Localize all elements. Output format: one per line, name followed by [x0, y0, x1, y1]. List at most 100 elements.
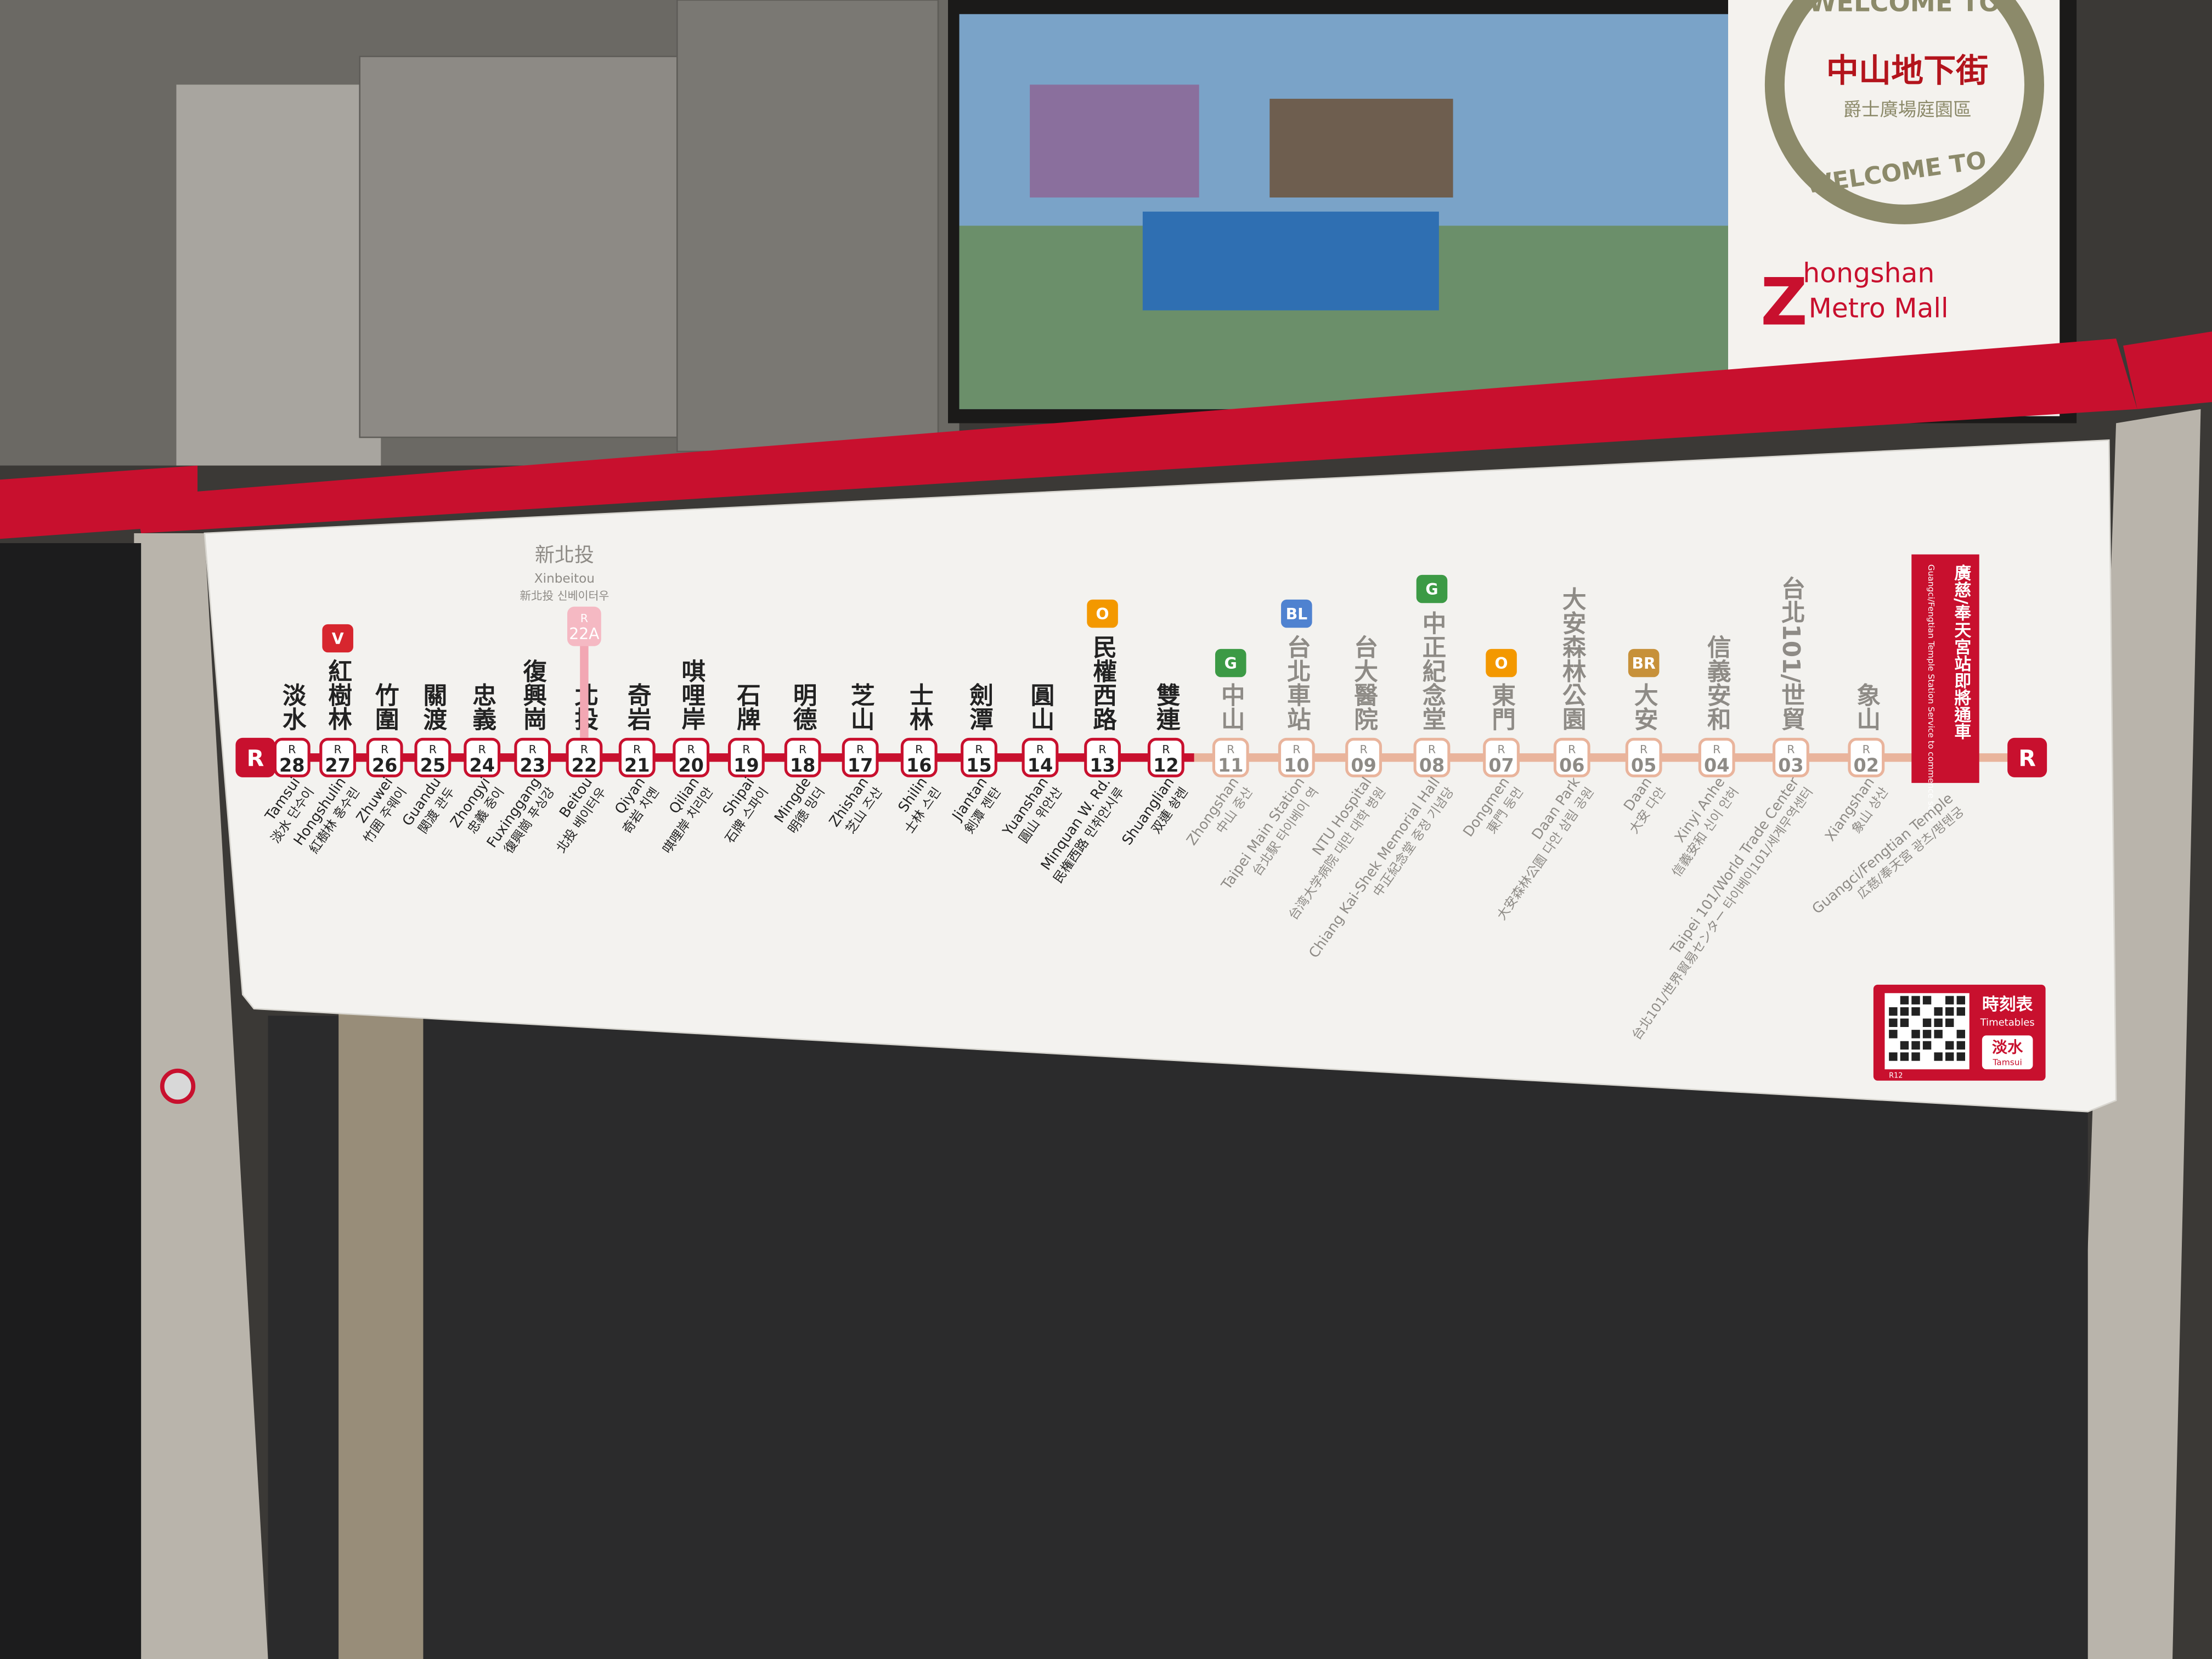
ad-brand-line1: hongshan [1803, 257, 1934, 289]
station-code-number: 05 [1631, 755, 1657, 776]
station-code-number: 17 [848, 755, 873, 776]
station-code-badge [784, 737, 821, 777]
door-frame [134, 533, 268, 1659]
branch-code-letter: R [580, 612, 588, 625]
station-code-number: 19 [733, 755, 759, 776]
transfer-label: G [1224, 654, 1237, 673]
station-code-number: 09 [1351, 755, 1376, 776]
station-code-number: 13 [1090, 755, 1115, 776]
branch-code-badge [567, 606, 601, 646]
door-button [160, 1068, 196, 1104]
station-name: 士林 [905, 683, 934, 731]
station-code-badge [1345, 737, 1383, 777]
station-code-number: 11 [1218, 755, 1244, 776]
qr-module [1922, 1030, 1932, 1039]
qr-module [1934, 1052, 1943, 1061]
station-name: 復興崗 [518, 659, 547, 731]
door-glass [268, 1015, 2088, 1659]
line-end-letter: R [2018, 745, 2036, 771]
transfer-badge [1215, 648, 1246, 678]
station-code-letter: R [1787, 743, 1795, 756]
ad-subtitle: 爵士廣場庭園區 [1843, 99, 1972, 120]
station-code-badge [1848, 737, 1885, 777]
station-name: 台北車站 [1283, 635, 1311, 731]
station-name: 台北101/世貿 [1777, 576, 1805, 731]
station-code-badge [842, 737, 879, 777]
transfer-label: O [1495, 654, 1508, 673]
qr-module [1934, 1007, 1943, 1016]
station-code-letter: R [1640, 743, 1647, 756]
ad-image-mural [1142, 211, 1439, 311]
station-code-number: 27 [325, 755, 351, 776]
station-name: 台大醫院 [1350, 635, 1378, 731]
station-code-letter: R [1036, 743, 1044, 756]
qr-module [1945, 996, 1954, 1005]
station-code-badge [618, 737, 656, 777]
station-name: 竹圍 [371, 683, 399, 731]
station-code-letter: R [429, 743, 437, 756]
station-name: 劍潭 [965, 683, 994, 731]
qr-module [1956, 1052, 1965, 1061]
station-name: 民權西路 [1088, 635, 1117, 731]
station-name: 關渡 [419, 683, 447, 731]
station-code-letter: R [633, 743, 641, 756]
station-name: 唭哩岸 [677, 659, 706, 731]
line-end-marker [2007, 737, 2047, 777]
station-code-badge [566, 737, 603, 777]
station-code-letter: R [1098, 743, 1106, 756]
qr-module [1900, 1052, 1909, 1061]
qr-module [1956, 1007, 1965, 1016]
station-name: 象山 [1852, 683, 1881, 731]
station-code-letter: R [381, 743, 388, 756]
timetable-destination-box [1982, 1035, 2033, 1070]
station-code-number: 15 [966, 755, 992, 776]
station-code-badge [319, 737, 357, 777]
station-name: 中正紀念堂 [1418, 611, 1447, 731]
station-name: 石牌 [732, 683, 761, 731]
station-code-number: 18 [790, 755, 815, 776]
station-code-number: 02 [1854, 755, 1880, 776]
upcoming-notice: 廣慈/奉天宮站即將通車 [1951, 565, 1971, 740]
upcoming-notice-box [1911, 554, 1979, 783]
station-code-badge [1698, 737, 1735, 777]
station-code-badge [1084, 737, 1121, 777]
qr-module [1889, 1052, 1898, 1061]
station-code-letter: R [1359, 743, 1367, 756]
station-code-letter: R [1293, 743, 1300, 756]
qr-module [1900, 996, 1909, 1005]
transfer-label: V [332, 630, 344, 648]
station-code-badge [961, 737, 997, 777]
station-code-letter: R [687, 743, 695, 756]
line-end-letter: R [247, 745, 264, 771]
transfer-badge [1416, 574, 1448, 603]
station-code-number: 24 [469, 755, 495, 776]
station-code-number: 21 [624, 755, 650, 776]
station-code-badge [673, 737, 710, 777]
station-code-letter: R [288, 743, 296, 756]
station-code-number: 26 [372, 755, 398, 776]
station-code-number: 10 [1284, 755, 1310, 776]
qr-module [1934, 1018, 1943, 1027]
qr-module [1889, 1030, 1898, 1039]
qr-module [1956, 996, 1965, 1005]
station-code-badge [1278, 737, 1315, 777]
pillar [176, 84, 381, 466]
ad-seal [1764, 0, 2044, 224]
wall-panel [676, 0, 939, 453]
station-code-badge [1773, 737, 1809, 777]
ad-image-building [1030, 84, 1199, 198]
station-code-letter: R [975, 743, 983, 756]
station-code-badge [1413, 737, 1451, 777]
station-code-number: 08 [1419, 755, 1445, 776]
qr-module [1911, 1052, 1920, 1061]
station-code-number: 07 [1488, 755, 1514, 776]
station-code-number: 20 [678, 755, 704, 776]
upcoming-notice-en: Guangci/Fengtian Temple Station Service … [1926, 565, 1936, 821]
branch-name-en: Xinbeitou [534, 572, 595, 586]
station-code-letter: R [580, 743, 588, 756]
qr-module [1945, 1018, 1954, 1027]
qr-module [1956, 1030, 1965, 1039]
